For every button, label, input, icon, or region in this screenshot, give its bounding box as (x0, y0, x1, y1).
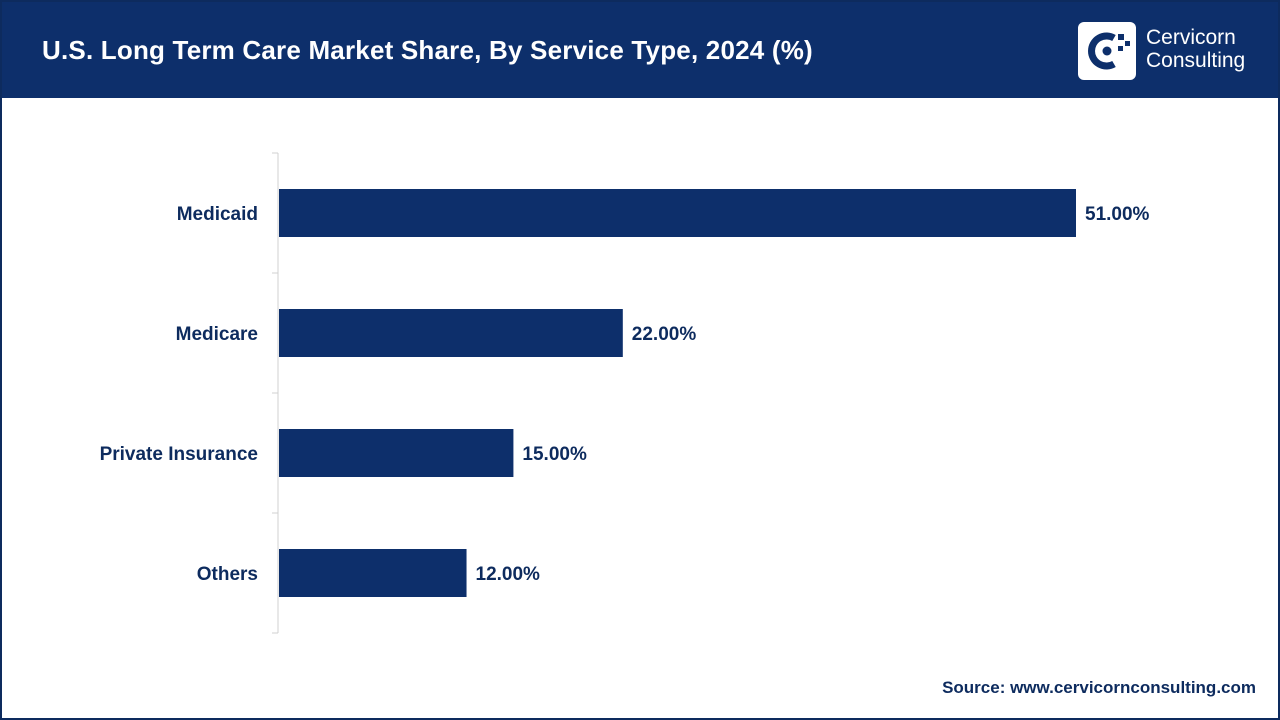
chart-title: U.S. Long Term Care Market Share, By Ser… (42, 35, 813, 65)
bar-medicaid (279, 189, 1076, 237)
bar-medicare (279, 309, 623, 357)
category-label: Medicaid (177, 204, 258, 225)
cervicorn-logo-icon (1078, 22, 1136, 80)
category-label: Others (197, 564, 258, 585)
bar-private-insurance (279, 429, 514, 477)
bar-others (279, 549, 467, 597)
data-label: 15.00% (522, 444, 587, 465)
category-label: Medicare (176, 324, 258, 345)
header-bar: U.S. Long Term Care Market Share, By Ser… (2, 2, 1278, 98)
bar-chart: Medicaid 51.00% Medicare 22.00% Private Insu… (100, 152, 1150, 634)
category-label: Private Insurance (100, 444, 258, 465)
source-note: Source: www.cervicornconsulting.com (942, 678, 1256, 697)
brand-line-1: Cervicorn (1146, 26, 1236, 49)
brand-line-2: Consulting (1146, 49, 1246, 72)
data-label: 51.00% (1085, 204, 1150, 225)
data-label: 12.00% (476, 564, 541, 585)
brand-name: Cervicorn Consulting (1146, 26, 1245, 72)
data-label: 22.00% (632, 324, 697, 345)
